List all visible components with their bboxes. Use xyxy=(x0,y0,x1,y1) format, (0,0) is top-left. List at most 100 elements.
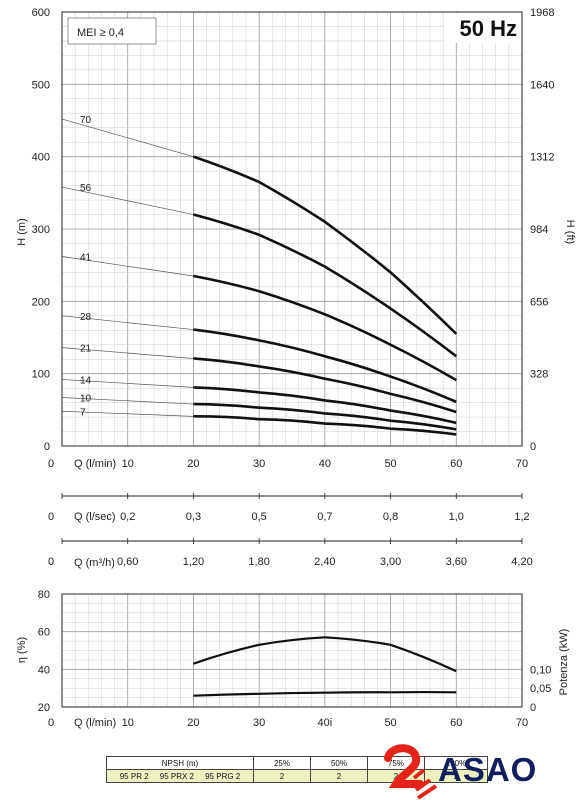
head-grid xyxy=(61,11,523,447)
head-x-ticks: 0 10 20 30 40 50 60 70 xyxy=(48,458,528,470)
axis-tick-label: 0 xyxy=(48,511,54,523)
x-tick-label: 10 xyxy=(122,458,134,470)
flow-m3h-axis: 0 0,60 1,20 1,80 2,40 3,00 3,60 4,20 Q (m³/h) xyxy=(48,538,533,569)
x-tick-label: 30 xyxy=(253,717,265,729)
y-right-tick-label: 656 xyxy=(530,296,548,308)
efficiency-x-ticks: 0 10 20 30 40i 50 60 70 xyxy=(48,717,528,729)
efficiency-y-label: η (%) xyxy=(16,637,28,663)
head-curve-14 xyxy=(193,386,457,425)
efficiency-plot-frame xyxy=(61,593,523,708)
y-tick-label: 100 xyxy=(32,369,50,381)
y-right-tick-label: 0 xyxy=(530,441,536,453)
stage-label-28: 28 xyxy=(80,312,92,323)
head-curve-70 xyxy=(193,155,458,335)
y-tick-label: 500 xyxy=(32,79,50,91)
head-curve-21 xyxy=(193,357,457,414)
axis-tick-label: 0,8 xyxy=(383,511,398,523)
head-curve-28 xyxy=(193,328,457,404)
x-tick-label: 70 xyxy=(516,458,528,470)
y-tick-label: 20 xyxy=(38,702,50,714)
logo-mark-icon xyxy=(384,744,438,800)
efficiency-y-ticks: 20 40 60 80 xyxy=(38,589,50,714)
efficiency-x-label: Q (l/min) xyxy=(74,717,116,729)
head-y-ticks-right: 0 328 656 984 1312 1640 1968 xyxy=(530,7,554,453)
flow-lsec-axis: 0 0,2 0,3 0,5 0,7 0,8 1,0 1,2 Q (l/sec) xyxy=(48,493,530,523)
stage-label-21: 21 xyxy=(80,344,92,355)
x-tick-label: 10 xyxy=(122,717,134,729)
efficiency-grid xyxy=(61,593,523,708)
y-tick-label: 80 xyxy=(38,589,50,601)
power-tick-label: 0 xyxy=(530,702,536,714)
head-curve-56 xyxy=(193,213,458,358)
axis-tick-label: 4,20 xyxy=(511,556,532,568)
frequency-badge: 50 Hz xyxy=(460,16,517,41)
head-curve-7 xyxy=(193,415,457,436)
axis-tick-label: 3,00 xyxy=(380,556,401,568)
curve-leader-lines xyxy=(61,118,194,417)
mei-note-box xyxy=(67,17,157,45)
head-plot-frame xyxy=(61,11,523,447)
npsh-header-row: NPSH (m) 25% 50% 75% 100% xyxy=(106,756,488,770)
y-tick-label: 60 xyxy=(38,627,50,639)
npsh-value-cell: 2 xyxy=(424,769,488,783)
stage-label-70: 70 xyxy=(80,115,92,126)
axis-tick-label: 0,60 xyxy=(117,556,138,568)
axis-tick-label: 0,5 xyxy=(251,511,266,523)
frequency-badge-box xyxy=(444,13,521,43)
leader-line-56 xyxy=(61,186,194,215)
x-tick-label: 50 xyxy=(384,717,396,729)
mei-note: MEI ≥ 0,4 xyxy=(77,27,124,39)
power-tick-label: 0,05 xyxy=(530,683,551,695)
axis-tick-label: 3,60 xyxy=(446,556,467,568)
npsh-header-cell: 25% xyxy=(253,756,311,770)
x-tick-label: 40 xyxy=(319,458,331,470)
asao-logo: ASAO xyxy=(380,744,580,800)
efficiency-chart: 20 40 60 80 0 0,05 0,10 0 10 20 30 40i 50 60 70 η (%… xyxy=(16,589,570,729)
head-y-label: H (m) xyxy=(16,218,28,246)
y-tick-label: 0 xyxy=(44,441,50,453)
y-tick-label: 200 xyxy=(32,296,50,308)
leader-line-41 xyxy=(61,256,194,277)
leader-line-21 xyxy=(61,347,194,359)
head-curve-10 xyxy=(193,402,457,431)
axis-tick-label: 2,40 xyxy=(314,556,335,568)
y-tick-label: 400 xyxy=(32,152,50,164)
x-tick-label: 30 xyxy=(253,458,265,470)
axis-tick-label: 0 xyxy=(48,556,54,568)
x-tick-label: 70 xyxy=(516,717,528,729)
npsh-header-cell: 50% xyxy=(310,756,368,770)
y-tick-label: 600 xyxy=(32,7,50,19)
power-y-label: Potenza (kW) xyxy=(558,629,570,696)
npsh-value-cell: 2 xyxy=(253,769,311,783)
flow-m3h-ticks: 0 0,60 1,20 1,80 2,40 3,00 3,60 4,20 xyxy=(48,538,533,568)
head-curves xyxy=(193,155,458,436)
x-tick-label: 0 xyxy=(48,458,54,470)
x-tick-label: 50 xyxy=(384,458,396,470)
head-y-label-right: H (ft) xyxy=(564,220,576,244)
logo-text: ASAO xyxy=(438,751,538,788)
efficiency-curves xyxy=(193,636,457,697)
npsh-value-cell: 2 xyxy=(310,769,368,783)
axis-tick-label: 0,3 xyxy=(186,511,201,523)
leader-line-14 xyxy=(61,379,194,388)
y-right-tick-label: 1640 xyxy=(530,79,554,91)
x-tick-label: 40i xyxy=(318,717,333,729)
power-curve xyxy=(193,690,457,697)
npsh-table: NPSH (m) 25% 50% 75% 100% 95 PR 2 95 PRX… xyxy=(106,756,488,783)
leader-line-28 xyxy=(61,315,194,330)
y-right-tick-label: 1312 xyxy=(530,152,554,164)
npsh-header-cell: NPSH (m) xyxy=(106,756,254,770)
leader-line-7 xyxy=(61,410,194,417)
stage-label-56: 56 xyxy=(80,183,92,194)
x-tick-label: 60 xyxy=(450,717,462,729)
y-tick-label: 40 xyxy=(38,664,50,676)
flow-lsec-ticks: 0 0,2 0,3 0,5 0,7 0,8 1,0 1,2 xyxy=(48,493,530,523)
power-tick-label: 0,10 xyxy=(530,664,551,676)
curve-stage-labels: 70 56 41 28 21 14 10 7 xyxy=(80,115,92,418)
npsh-model-cell: 95 PR 2 95 PRX 2 95 PRG 2 xyxy=(106,769,254,783)
y-tick-label: 300 xyxy=(32,224,50,236)
axis-tick-label: 1,0 xyxy=(449,511,464,523)
x-tick-label: 20 xyxy=(187,717,199,729)
